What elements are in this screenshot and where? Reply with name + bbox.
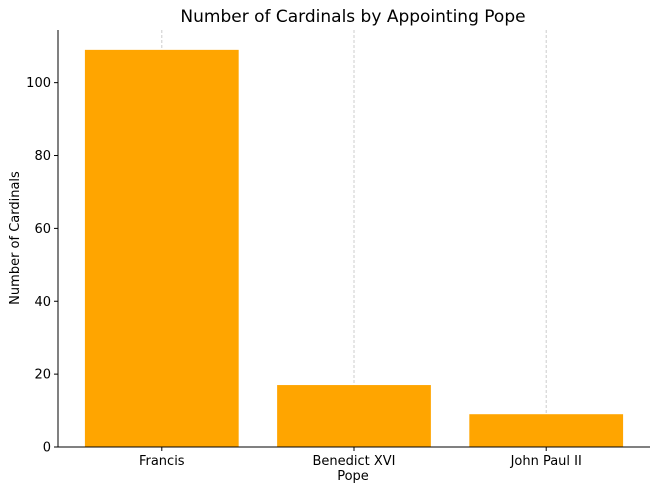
x-axis-label: Pope <box>337 469 369 484</box>
bar-francis <box>84 49 239 447</box>
y-tick-label: 60 <box>34 222 51 237</box>
y-tick-label: 0 <box>43 441 51 456</box>
bar-benedict-xvi <box>277 385 431 447</box>
x-tick-label: John Paul II <box>510 454 582 469</box>
y-axis-label: Number of Cardinals <box>8 171 23 305</box>
y-tick-label: 80 <box>34 149 51 164</box>
x-tick-label: Benedict XVI <box>312 454 395 469</box>
bar-john-paul-ii <box>469 414 624 447</box>
y-tick-layer: 0 20 40 60 80 100 <box>26 76 58 456</box>
y-tick-label: 20 <box>34 368 51 383</box>
chart-title: Number of Cardinals by Appointing Pope <box>180 7 525 27</box>
y-tick-label: 40 <box>34 295 51 310</box>
y-tick-label: 100 <box>26 76 51 91</box>
bar-layer <box>84 49 624 447</box>
x-tick-layer: Francis Benedict XVI John Paul II <box>139 447 582 469</box>
x-tick-label: Francis <box>139 454 185 469</box>
